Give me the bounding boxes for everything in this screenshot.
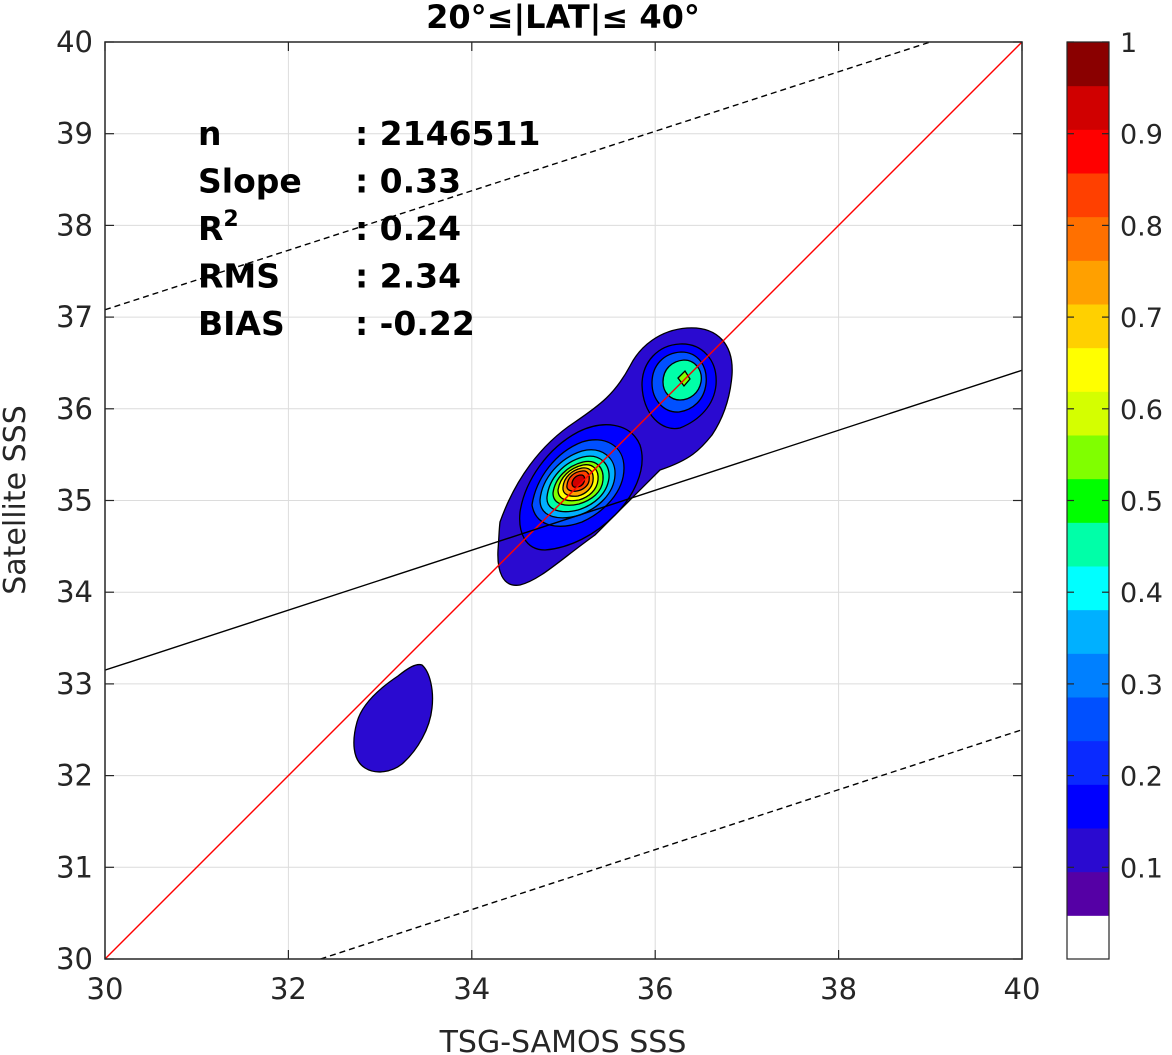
colorbar-segment — [1067, 391, 1109, 436]
colorbar-tick-label: 0.6 — [1120, 395, 1163, 426]
colorbar-tick-label: 0.8 — [1120, 211, 1163, 242]
x-axis-label: TSG-SAMOS SSS — [439, 1025, 687, 1055]
colorbar-segment — [1067, 304, 1109, 349]
colorbar-segment — [1067, 216, 1109, 261]
lower-bound-line — [320, 729, 1022, 959]
stat-label: BIAS — [198, 304, 285, 343]
colorbar-segment — [1067, 129, 1109, 174]
contour-second-peak — [677, 369, 691, 388]
x-tick-label: 36 — [637, 972, 674, 1006]
y-tick-label: 38 — [56, 208, 93, 242]
colorbar-segment — [1067, 697, 1109, 742]
y-tick-label: 35 — [56, 484, 93, 518]
y-tick-label: 40 — [56, 25, 93, 59]
y-tick-label: 30 — [56, 942, 93, 976]
colorbar-segment — [1067, 784, 1109, 829]
colorbar-segment — [1067, 609, 1109, 654]
colorbar-segment — [1067, 347, 1109, 392]
colorbar-segment — [1067, 522, 1109, 567]
colorbar-segment — [1067, 740, 1109, 785]
one-to-one-line — [105, 42, 1022, 959]
stat-label-superscript: 2 — [223, 207, 238, 232]
stat-label: n — [198, 114, 222, 153]
colorbar-tick-label: 0.9 — [1120, 120, 1163, 151]
colorbar-segment — [1067, 42, 1109, 87]
colorbar-segment — [1067, 653, 1109, 698]
colorbar-tick-label: 1 — [1120, 28, 1137, 59]
x-tick-label: 30 — [87, 972, 124, 1006]
colorbar: 0.1 0.2 0.3 0.4 0.5 0.6 0.7 0.8 0.9 1 — [1066, 28, 1163, 960]
contour-blob-low — [353, 663, 434, 773]
y-tick-label: 37 — [56, 300, 93, 334]
colorbar-segment — [1067, 871, 1109, 916]
colorbar-tick-label: 0.5 — [1120, 487, 1163, 518]
colorbar-segment — [1067, 915, 1109, 960]
stat-value: : 0.33 — [355, 162, 461, 201]
colorbar-tick-label: 0.4 — [1120, 578, 1163, 609]
axis-ticks: 30 32 34 36 38 40 30 31 32 33 34 35 36 37 38 39 40 — [56, 25, 1040, 1006]
chart-title: 20°≤|LAT|≤ 40° — [426, 0, 700, 37]
colorbar-segment — [1067, 566, 1109, 611]
reference-lines — [105, 42, 1022, 959]
stat-value: : 2146511 — [355, 114, 540, 153]
regression-line — [105, 369, 1022, 671]
colorbar-segment — [1067, 260, 1109, 305]
colorbar-tick-label: 0.1 — [1120, 853, 1163, 884]
colorbar-tick-label: 0.2 — [1120, 762, 1163, 793]
upper-bound-line — [105, 42, 931, 311]
y-tick-label: 31 — [56, 850, 93, 884]
colorbar-segment — [1067, 173, 1109, 218]
y-tick-label: 36 — [56, 392, 93, 426]
stat-value: : 2.34 — [355, 257, 461, 296]
y-tick-label: 34 — [56, 575, 93, 609]
stat-value: : -0.22 — [355, 304, 475, 343]
y-tick-label: 39 — [56, 117, 93, 151]
y-tick-label: 33 — [56, 667, 93, 701]
grid — [104, 41, 1023, 960]
colorbar-tick-label: 0.3 — [1120, 670, 1163, 701]
colorbar-segment — [1067, 435, 1109, 480]
y-tick-label: 32 — [56, 759, 93, 793]
colorbar-segment — [1067, 85, 1109, 130]
colorbar-tick-label: 0.7 — [1120, 303, 1163, 334]
colorbar-segment — [1067, 828, 1109, 873]
x-tick-label: 40 — [1004, 972, 1041, 1006]
x-tick-label: 32 — [270, 972, 307, 1006]
stat-label: Slope — [198, 162, 302, 201]
x-tick-label: 34 — [453, 972, 490, 1006]
stat-value: : 0.24 — [355, 209, 461, 248]
stat-label: RMS — [198, 257, 280, 296]
x-tick-label: 38 — [820, 972, 857, 1006]
y-axis-label: Satellite SSS — [0, 405, 33, 595]
contour-main-peak — [571, 474, 586, 488]
